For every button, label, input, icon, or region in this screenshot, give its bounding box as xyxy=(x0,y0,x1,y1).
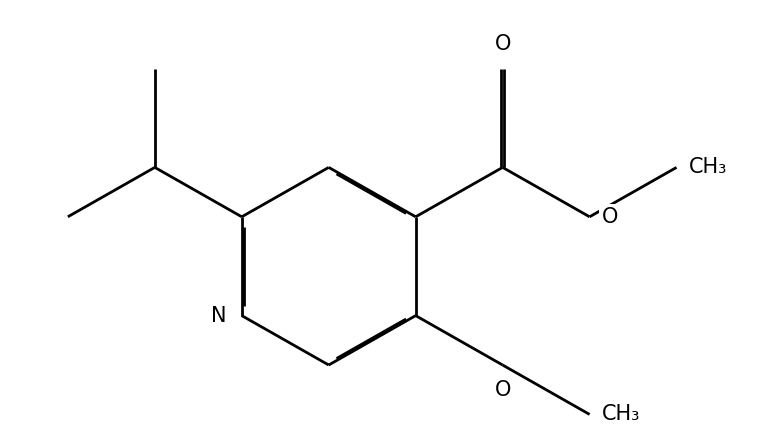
Text: CH₃: CH₃ xyxy=(688,158,727,177)
Text: N: N xyxy=(211,306,227,326)
Text: CH₃: CH₃ xyxy=(601,404,640,425)
Text: O: O xyxy=(494,380,511,400)
Text: O: O xyxy=(601,207,618,227)
Text: O: O xyxy=(494,34,511,54)
